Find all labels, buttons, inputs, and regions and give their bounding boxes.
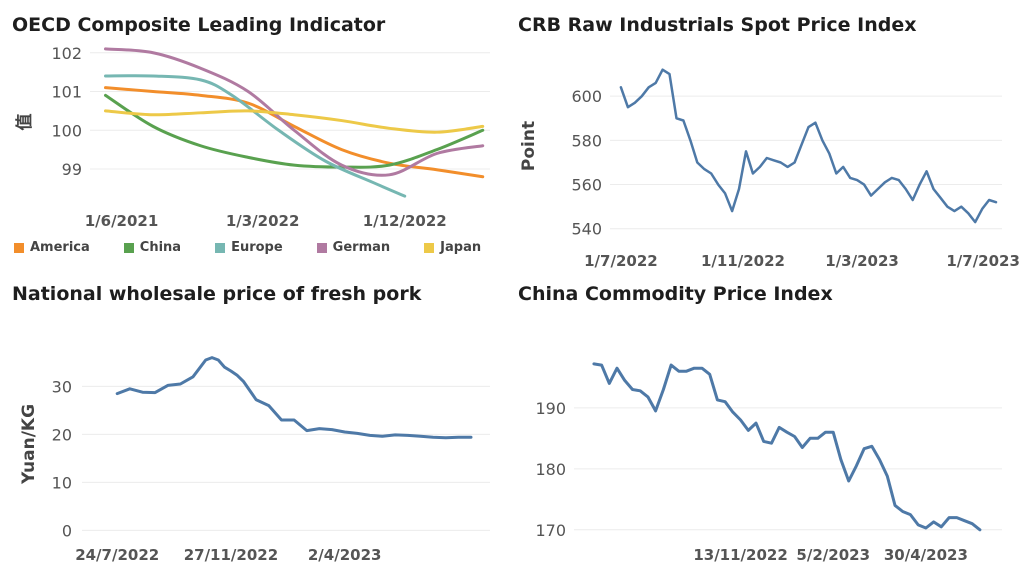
commodity-chart-panel: China Commodity Price Index 170 180 190 13/… — [512, 283, 1024, 576]
oecd-chart-panel: OECD Composite Leading Indicator 99 100 10… — [0, 0, 512, 288]
x-tick-label: 27/11/2022 — [184, 546, 278, 564]
legend-swatch — [215, 242, 226, 253]
series-line-america — [104, 86, 485, 179]
y-tick-label: 20 — [52, 425, 72, 444]
x-tick-label: 1/7/2022 — [584, 252, 658, 270]
y-tick-label: 0 — [62, 521, 72, 540]
legend-item-europe: Europe — [215, 240, 283, 255]
x-tick-label: 30/4/2023 — [884, 546, 968, 564]
chart-title: National wholesale price of fresh pork — [12, 283, 422, 305]
legend-item-america: America — [14, 240, 90, 255]
series-line — [619, 68, 998, 224]
x-tick-label: 1/3/2022 — [226, 212, 300, 230]
x-tick-label: 13/11/2022 — [693, 546, 787, 564]
x-tick-label: 1/11/2022 — [701, 252, 785, 270]
y-axis-label: 值 — [14, 114, 35, 131]
y-tick-label: 10 — [52, 473, 72, 492]
legend-label: Japan — [440, 240, 482, 255]
oecd-chart-svg: 99 100 101 102 1/6/2021 1/3/2022 1/12/2022 值 — [14, 44, 490, 230]
y-tick-label: 190 — [535, 399, 566, 418]
y-tick-label: 560 — [571, 176, 602, 195]
y-tick-label: 100 — [51, 121, 82, 140]
y-tick-label: 170 — [535, 521, 566, 540]
series-line — [592, 362, 982, 532]
chart-title: CRB Raw Industrials Spot Price Index — [518, 14, 917, 36]
chart-title: China Commodity Price Index — [518, 283, 833, 305]
commodity-chart-svg: 170 180 190 13/11/2022 5/2/2023 30/4/2023 — [535, 362, 1002, 564]
x-tick-label: 1/12/2022 — [363, 212, 447, 230]
y-tick-label: 30 — [52, 377, 72, 396]
chart-legend: America China Europe German Japan — [14, 240, 515, 255]
x-tick-label: 1/7/2023 — [946, 252, 1020, 270]
legend-label: America — [30, 240, 90, 255]
x-tick-label: 1/3/2023 — [825, 252, 899, 270]
y-tick-label: 180 — [535, 460, 566, 479]
crb-chart-svg: 540 560 580 600 1/7/2022 1/11/2022 1/3/2023 1/7… — [519, 68, 1020, 270]
pork-chart-svg: 0 10 20 30 24/7/2022 27/11/2022 2/4/2023 Yuan/K… — [19, 356, 490, 564]
legend-swatch — [123, 242, 134, 253]
y-axis-label: Point — [519, 121, 539, 171]
y-tick-label: 101 — [51, 83, 82, 102]
series-line — [115, 356, 473, 440]
legend-swatch — [14, 242, 24, 253]
pork-chart-panel: National wholesale price of fresh pork 0… — [0, 283, 512, 576]
series-line-europe — [104, 74, 407, 198]
series-line-german — [104, 47, 485, 177]
series-line-china — [104, 93, 485, 169]
legend-label: China — [139, 240, 182, 255]
y-tick-label: 600 — [571, 87, 602, 106]
legend-swatch — [316, 242, 327, 253]
chart-title: OECD Composite Leading Indicator — [12, 14, 386, 36]
legend-label: German — [332, 240, 391, 255]
series-line-japan — [104, 109, 485, 134]
legend-swatch — [424, 242, 435, 253]
y-tick-label: 99 — [62, 160, 82, 179]
x-tick-label: 2/4/2023 — [308, 546, 382, 564]
y-tick-label: 540 — [571, 220, 602, 239]
y-tick-label: 580 — [571, 131, 602, 150]
legend-item-china: China — [123, 240, 182, 255]
x-tick-label: 1/6/2021 — [85, 212, 159, 230]
crb-chart-panel: CRB Raw Industrials Spot Price Index 540… — [512, 0, 1024, 288]
legend-item-japan: Japan — [424, 240, 481, 255]
x-tick-label: 24/7/2022 — [75, 546, 159, 564]
legend-item-german: German — [316, 240, 391, 255]
y-tick-label: 102 — [51, 44, 82, 63]
y-axis-label: Yuan/KG — [19, 404, 39, 485]
x-tick-label: 5/2/2023 — [796, 546, 870, 564]
legend-label: Europe — [231, 240, 283, 255]
